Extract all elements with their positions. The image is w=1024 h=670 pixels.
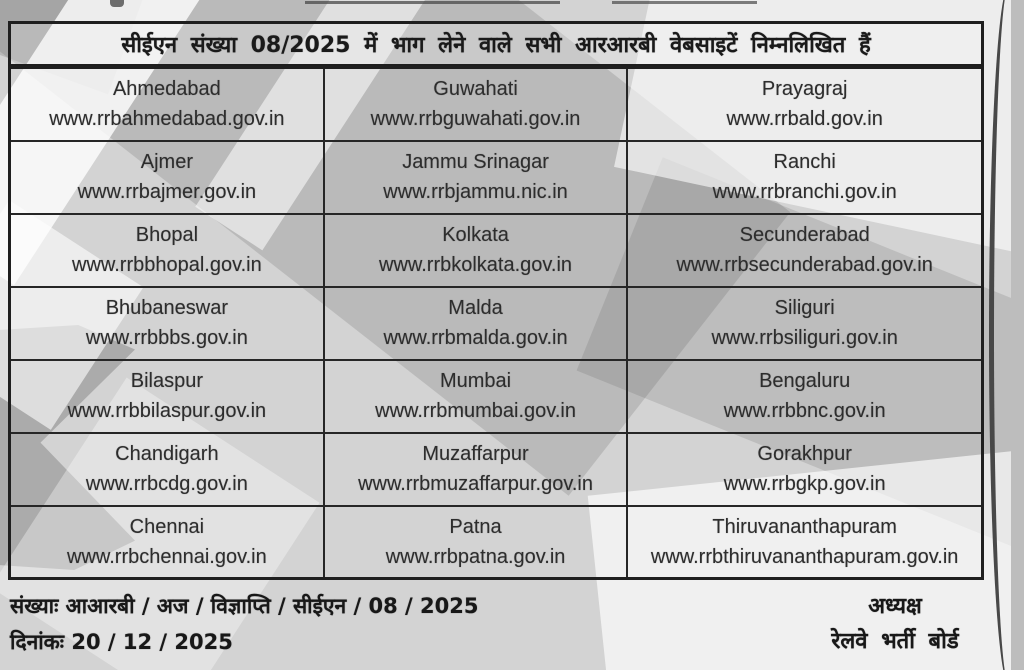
rrb-website-url: www.rrbahmedabad.gov.in — [49, 108, 285, 131]
rrb-website-url: www.rrbthiruvananthapuram.gov.in — [650, 545, 959, 568]
rrb-city-name: Ajmer — [140, 151, 193, 173]
rrb-city-name: Mumbai — [439, 370, 512, 392]
rrb-city-name: Secunderabad — [739, 224, 870, 246]
signatory-org: रेलवे भर्ती बोर्ड — [831, 629, 959, 654]
rrb-city-name: Chennai — [129, 515, 205, 538]
rrb-cell: Secunderabad www.rrbsecunderabad.gov.in — [626, 212, 984, 288]
notice-header-box: सीईएन संख्या 08/2025 में भाग लेने वाले स… — [8, 21, 984, 67]
footer-reference-block: संख्याः आआरबी / अज / विज्ञाप्ति / सीईएन … — [10, 592, 478, 656]
rrb-website-url: www.rrbguwahati.gov.in — [370, 108, 581, 131]
rrb-cell: Jammu Srinagar www.rrbjammu.nic.in — [322, 139, 629, 215]
rrb-cell: Bengaluru www.rrbbnc.gov.in — [626, 358, 984, 434]
signature-block: अध्यक्ष रेलवे भर्ती बोर्ड — [795, 590, 995, 655]
table-row: Bilaspur www.rrbbilaspur.gov.in Mumbai www… — [8, 358, 984, 434]
rrb-cell: Guwahati www.rrbguwahati.gov.in — [322, 66, 629, 142]
rrb-website-url: www.rrbbhopal.gov.in — [72, 254, 262, 276]
rrb-website-url: www.rrbgkp.gov.in — [723, 473, 886, 495]
rrb-city-name: Jammu Srinagar — [402, 151, 549, 173]
rrb-city-name: Chandigarh — [115, 443, 219, 465]
rrb-city-name: Gorakhpur — [757, 443, 852, 465]
signatory-title: अध्यक्ष — [868, 594, 922, 619]
table-row: Ajmer www.rrbajmer.gov.in Jammu Srinagar w… — [8, 139, 984, 215]
rrb-website-url: www.rrbsiliguri.gov.in — [711, 327, 898, 349]
rrb-website-url: www.rrbcdg.gov.in — [85, 473, 248, 495]
rrb-website-url: www.rrbpatna.gov.in — [385, 545, 566, 568]
rrb-website-url: www.rrbbnc.gov.in — [723, 400, 886, 422]
rrb-cell: Bhopal www.rrbbhopal.gov.in — [8, 212, 325, 288]
rrb-cell: Kolkata www.rrbkolkata.gov.in — [322, 212, 629, 288]
rrb-city-name: Muzaffarpur — [422, 443, 529, 465]
rrb-website-url: www.rrbranchi.gov.in — [712, 181, 897, 203]
rrb-city-name: Bhopal — [135, 224, 199, 246]
notice-header-text: सीईएन संख्या 08/2025 में भाग लेने वाले स… — [121, 33, 871, 58]
rrb-city-name: Thiruvananthapuram — [712, 515, 897, 538]
rrb-city-name: Ahmedabad — [112, 78, 221, 101]
rrb-website-url: www.rrbmuzaffarpur.gov.in — [358, 473, 593, 495]
date-line: दिनांकः 20 / 12 / 2025 — [10, 630, 233, 654]
page-top-line-fragment — [612, 1, 757, 4]
rrb-cell: Chandigarh www.rrbcdg.gov.in — [8, 431, 325, 507]
rrb-website-url: www.rrbjammu.nic.in — [383, 181, 568, 203]
rrb-cell: Prayagraj www.rrbald.gov.in — [626, 66, 984, 142]
rrb-website-url: www.rrbchennai.gov.in — [67, 545, 267, 568]
rrb-website-url: www.rrbsecunderabad.gov.in — [676, 254, 933, 276]
rrb-website-url: www.rrbbbs.gov.in — [85, 327, 248, 349]
page-top-artifact — [110, 0, 124, 7]
rrb-website-url: www.rrbkolkata.gov.in — [379, 254, 573, 276]
rrb-cell: Thiruvananthapuram www.rrbthiruvananthapu… — [626, 504, 984, 580]
rrb-city-name: Prayagraj — [761, 78, 848, 101]
table-row: Chennai www.rrbchennai.gov.in Patna www.rr… — [8, 504, 984, 580]
table-row: Bhopal www.rrbbhopal.gov.in Kolkata www.rr… — [8, 212, 984, 288]
rrb-city-name: Bilaspur — [130, 370, 204, 392]
rrb-cell: Gorakhpur www.rrbgkp.gov.in — [626, 431, 984, 507]
rrb-cell: Siliguri www.rrbsiliguri.gov.in — [626, 285, 984, 361]
page-top-line-fragment — [305, 1, 560, 4]
rrb-cell: Patna www.rrbpatna.gov.in — [322, 504, 629, 580]
rrb-city-name: Bengaluru — [759, 370, 851, 392]
rrb-cell: Muzaffarpur www.rrbmuzaffarpur.gov.in — [322, 431, 629, 507]
rrb-website-url: www.rrbbilaspur.gov.in — [67, 400, 267, 422]
rrb-website-url: www.rrbmumbai.gov.in — [375, 400, 576, 422]
rrb-cell: Ahmedabad www.rrbahmedabad.gov.in — [8, 66, 325, 142]
rrb-city-name: Patna — [449, 515, 502, 538]
rrb-cell: Malda www.rrbmalda.gov.in — [322, 285, 629, 361]
rrb-city-name: Bhubaneswar — [105, 297, 229, 319]
rrb-cell: Chennai www.rrbchennai.gov.in — [8, 504, 325, 580]
rrb-cell: Ranchi www.rrbranchi.gov.in — [626, 139, 984, 215]
rrb-cell: Bilaspur www.rrbbilaspur.gov.in — [8, 358, 325, 434]
table-row: Ahmedabad www.rrbahmedabad.gov.in Guwahat… — [8, 66, 984, 142]
page-edge-line — [989, 0, 1018, 670]
rrb-city-name: Ranchi — [773, 151, 836, 173]
rrb-websites-table: Ahmedabad www.rrbahmedabad.gov.in Guwahat… — [8, 66, 984, 580]
table-row: Chandigarh www.rrbcdg.gov.in Muzaffarpur w… — [8, 431, 984, 507]
rrb-cell: Bhubaneswar www.rrbbbs.gov.in — [8, 285, 325, 361]
rrb-cell: Mumbai www.rrbmumbai.gov.in — [322, 358, 629, 434]
rrb-city-name: Kolkata — [442, 224, 509, 246]
rrb-city-name: Guwahati — [433, 78, 518, 101]
rrb-website-url: www.rrbald.gov.in — [726, 108, 883, 131]
rrb-city-name: Malda — [448, 297, 503, 319]
rrb-cell: Ajmer www.rrbajmer.gov.in — [8, 139, 325, 215]
rrb-city-name: Siliguri — [774, 297, 835, 319]
rrb-website-url: www.rrbajmer.gov.in — [77, 181, 257, 203]
reference-number-line: संख्याः आआरबी / अज / विज्ञाप्ति / सीईएन … — [10, 594, 479, 618]
rrb-website-url: www.rrbmalda.gov.in — [383, 327, 568, 349]
table-row: Bhubaneswar www.rrbbbs.gov.in Malda www.rr… — [8, 285, 984, 361]
